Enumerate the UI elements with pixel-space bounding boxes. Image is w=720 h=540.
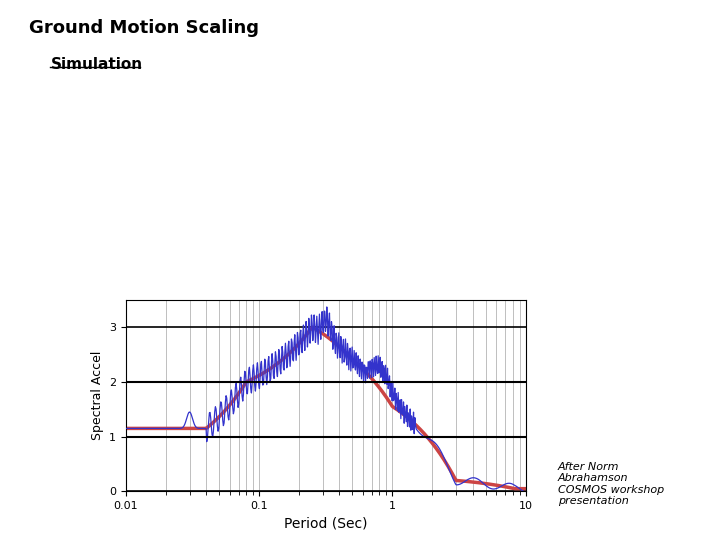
Text: Ground Motion Scaling: Ground Motion Scaling	[29, 19, 258, 37]
Text: Simulation: Simulation	[50, 57, 143, 72]
Y-axis label: Spectral Accel: Spectral Accel	[91, 351, 104, 440]
Text: Note:  In areas where seismic hazards come from
multiple sources, different part: Note: In areas where seismic hazards com…	[48, 85, 562, 232]
Text: After Norm
Abrahamson
COSMOS workshop
presentation: After Norm Abrahamson COSMOS workshop pr…	[558, 462, 665, 507]
X-axis label: Period (Sec): Period (Sec)	[284, 517, 367, 531]
